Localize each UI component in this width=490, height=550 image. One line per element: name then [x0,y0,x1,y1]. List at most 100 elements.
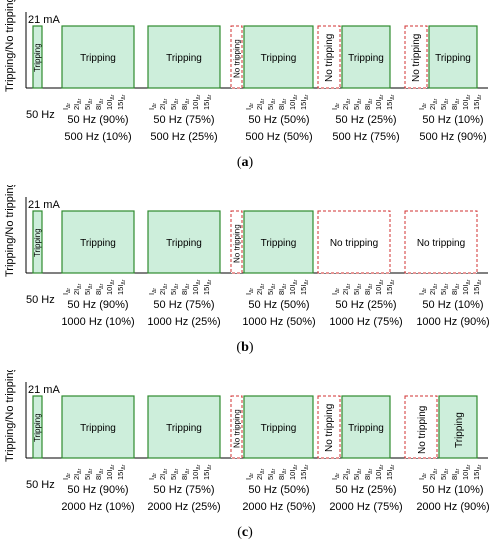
group-line2: 500 Hz (75%) [332,131,399,143]
y-axis-label: Tripping/No tripping [4,185,16,277]
tick-label: 15IΔr [202,464,213,480]
tick-label: 8IΔr [363,468,374,480]
tick-label: 5IΔr [266,468,277,480]
tick-label: 8IΔr [180,468,191,480]
tick-label: 15IΔr [385,464,396,480]
group-line1: 50 Hz (50%) [248,484,309,496]
tick-label: 2IΔr [158,98,169,110]
tick-label: 2IΔr [341,98,352,110]
tick-label: 5IΔr [169,98,180,110]
no-tripping-bar [317,210,391,274]
tripping-bar [243,25,314,89]
no-tripping-bar [404,210,478,274]
tick-label: 10IΔr [191,279,202,295]
tick-label: 2IΔr [72,98,83,110]
tick-label: 2IΔr [255,98,266,110]
no-tripping-bar [317,25,341,89]
tick-label: IΔr [147,103,158,110]
tick-label: 10IΔr [374,464,385,480]
tripping-text: Tripping [166,53,202,64]
no-tripping-bar [317,395,341,459]
tripping-bar [147,25,221,89]
tick-label: 5IΔr [83,468,94,480]
tick-label: 8IΔr [94,283,105,295]
tripping-bar [147,210,221,274]
base-freq-label: 50 Hz [26,479,55,491]
panel-label: (a) [236,155,254,170]
tripping-bar [341,25,391,89]
panel-svg: Tripping/No tripping 21 mA Tripping 50 Hz Tr… [4,0,488,143]
no-tripping-text: No tripping [411,34,422,82]
tripping-bar [438,395,478,459]
tick-label: 15IΔr [299,279,310,295]
tripping-text: Tripping [80,238,116,249]
tick-label: IΔr [330,473,341,480]
group-line1: 50 Hz (75%) [153,299,214,311]
tick-label: IΔr [244,473,255,480]
group-line1: 50 Hz (50%) [248,299,309,311]
group-line2: 500 Hz (25%) [150,131,217,143]
level-label: 21 mA [28,384,60,396]
group-line2: 2000 Hz (10%) [61,501,134,513]
no-tripping-bar [404,25,428,89]
tick-label: 8IΔr [363,98,374,110]
tick-label: 2IΔr [158,468,169,480]
panel-2: Tripping/No tripping 21 mA Tripping 50 Hz Tr… [0,370,490,550]
tick-label: 8IΔr [94,98,105,110]
tripping-bar [243,395,314,459]
group-line1: 50 Hz (25%) [335,299,396,311]
panel-0: Tripping/No tripping 21 mA Tripping 50 Hz Tr… [0,0,490,180]
group-line1: 50 Hz (75%) [153,484,214,496]
tick-label: 8IΔr [450,283,461,295]
tripping-text: Tripping [454,412,465,448]
tick-label: IΔr [330,103,341,110]
tick-label: 15IΔr [472,279,483,295]
no-tripping-bar [230,25,243,89]
tick-label: 5IΔr [266,283,277,295]
group-line2: 500 Hz (90%) [419,131,486,143]
no-tripping-bar [404,395,438,459]
group-line1: 50 Hz (90%) [67,484,128,496]
tick-label: 2IΔr [341,283,352,295]
group-line2: 2000 Hz (90%) [416,501,489,513]
tick-label: 2IΔr [341,468,352,480]
tick-label: 5IΔr [83,98,94,110]
tripping-text: Tripping [348,423,384,434]
tick-label: 2IΔr [428,98,439,110]
no-tripping-text: No tripping [417,406,428,454]
tripping-text: Tripping [80,423,116,434]
tick-label: 15IΔr [299,464,310,480]
group-line2: 2000 Hz (50%) [242,501,315,513]
y-axis-label: Tripping/No tripping [4,370,16,462]
group-line1: 50 Hz (25%) [335,484,396,496]
tick-label: 2IΔr [255,468,266,480]
tick-label: 5IΔr [169,283,180,295]
tripping-bar [341,395,391,459]
group-line2: 1000 Hz (75%) [329,316,402,328]
tick-label: 5IΔr [352,468,363,480]
group-line1: 50 Hz (25%) [335,114,396,126]
tick-label: 10IΔr [461,94,472,110]
group-line1: 50 Hz (75%) [153,114,214,126]
no-tripping-text: No tripping [417,238,465,249]
tick-label: 8IΔr [277,98,288,110]
tripping-text: Tripping [261,423,297,434]
panel-label: (b) [236,340,254,355]
base-freq-label: 50 Hz [26,294,55,306]
tick-label: IΔr [417,288,428,295]
tripping-bar [428,25,478,89]
tripping-text: Tripping [166,423,202,434]
group-line1: 50 Hz (10%) [422,484,483,496]
tick-label: IΔr [330,288,341,295]
tick-label: IΔr [244,103,255,110]
